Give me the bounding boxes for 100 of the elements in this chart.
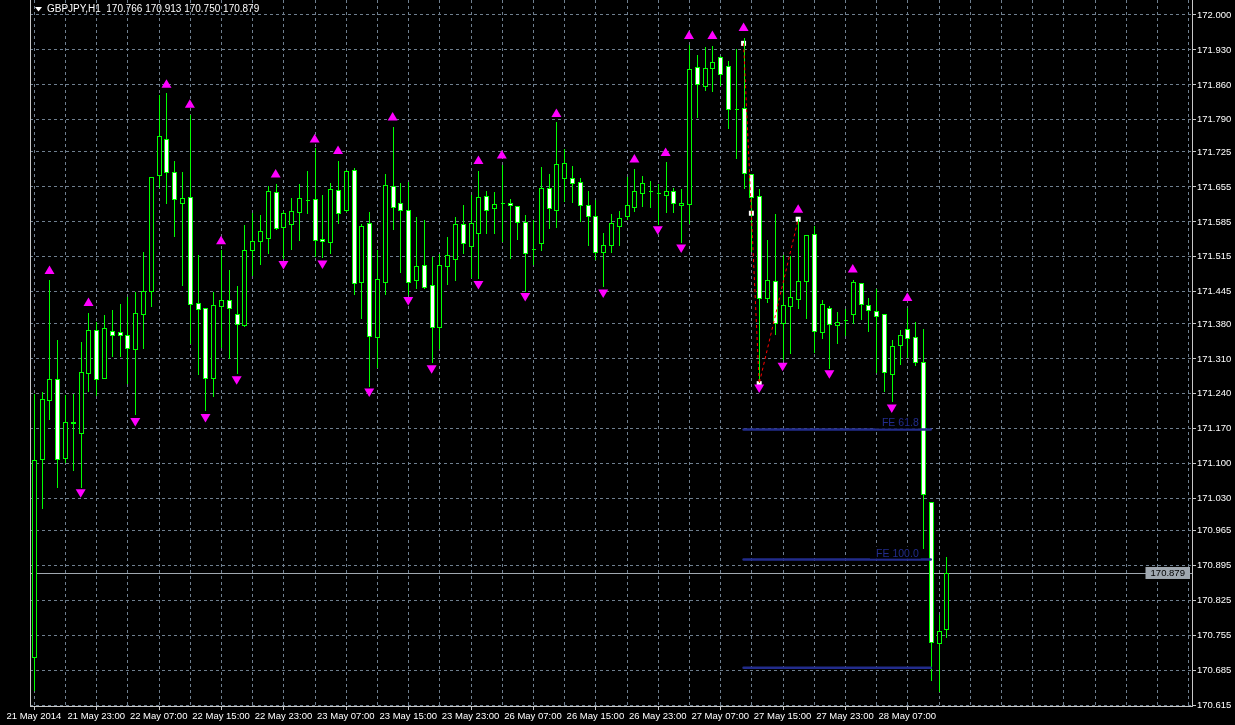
candlestick xyxy=(632,168,637,212)
candlestick xyxy=(710,45,715,92)
candlestick xyxy=(656,183,661,225)
x-tick-label: 26 May 07:00 xyxy=(504,710,562,721)
candlestick xyxy=(71,393,76,471)
x-tick-label: 22 May 07:00 xyxy=(129,710,188,721)
candlestick xyxy=(765,239,770,303)
candlestick xyxy=(929,501,934,681)
candlestick xyxy=(515,205,520,240)
series-label: FE 100.0 xyxy=(876,546,919,559)
y-tick-label: 170.685 xyxy=(1197,663,1232,675)
candlestick xyxy=(547,173,552,229)
y-tick-label: 170.965 xyxy=(1197,524,1232,536)
candlestick xyxy=(149,176,154,307)
candlestick xyxy=(671,187,676,213)
y-tick-label: 172.000 xyxy=(1197,8,1232,20)
candlestick xyxy=(258,214,263,265)
point xyxy=(902,292,913,301)
y-tick-label: 171.860 xyxy=(1197,78,1232,90)
point xyxy=(216,235,227,245)
x-tick-label: 27 May 15:00 xyxy=(753,710,812,721)
point xyxy=(793,204,804,213)
candlestick xyxy=(827,305,832,369)
x-tick-label: 23 May 07:00 xyxy=(317,710,375,721)
point xyxy=(886,404,897,414)
x-tick-label: 26 May 23:00 xyxy=(629,710,687,721)
candlestick xyxy=(297,183,302,241)
candlestick xyxy=(414,216,419,289)
candlestick xyxy=(63,394,68,463)
candlestick xyxy=(679,188,684,243)
x-tick-label: 23 May 15:00 xyxy=(379,710,438,721)
point xyxy=(75,489,86,498)
candlestick xyxy=(781,254,786,360)
candlestick xyxy=(367,211,372,387)
candlestick xyxy=(227,269,232,359)
candlestick xyxy=(55,339,60,488)
candlestick xyxy=(305,170,310,214)
chart-title: GBPJPY,H1 170.766 170.913 170.750 170.879 xyxy=(47,3,260,14)
point xyxy=(309,134,320,143)
candlestick xyxy=(874,288,879,373)
candlestick xyxy=(913,321,918,366)
y-tick-label: 171.380 xyxy=(1197,317,1232,329)
candlestick xyxy=(110,309,115,357)
candlestick xyxy=(196,254,201,375)
y-tick-label: 171.100 xyxy=(1197,457,1232,469)
candlestick xyxy=(718,55,723,86)
point xyxy=(231,376,242,385)
candlestick xyxy=(523,214,528,292)
candlestick xyxy=(726,60,731,129)
series-label: FE 61.8 xyxy=(881,416,919,429)
point xyxy=(551,108,562,118)
candlestick xyxy=(804,234,809,319)
x-tick-label: 22 May 15:00 xyxy=(192,710,250,721)
point xyxy=(754,384,765,394)
candlestick xyxy=(94,321,99,396)
candlestick xyxy=(398,182,403,273)
candlestick xyxy=(266,185,271,254)
y-tick-label: 171.445 xyxy=(1197,285,1232,297)
candlestick xyxy=(921,328,926,549)
y-tick-label: 171.030 xyxy=(1197,492,1232,504)
candlestick xyxy=(274,183,279,230)
x-tick-label: 28 May 07:00 xyxy=(878,710,937,721)
candlestick xyxy=(406,181,411,295)
point xyxy=(473,155,484,164)
candlestick xyxy=(40,391,45,509)
candlestick xyxy=(882,313,887,392)
candlestick xyxy=(695,54,700,118)
point xyxy=(278,261,289,270)
point xyxy=(473,280,484,290)
candlestick xyxy=(180,171,185,286)
point xyxy=(130,418,141,427)
point xyxy=(44,265,55,275)
candlestick xyxy=(445,236,450,285)
point xyxy=(387,112,398,121)
point xyxy=(676,244,687,254)
point xyxy=(200,414,211,423)
candlestick xyxy=(336,160,341,224)
candlestick xyxy=(250,212,255,276)
candlestick xyxy=(492,191,497,234)
y-tick-label: 170.755 xyxy=(1197,629,1232,641)
point xyxy=(847,264,858,273)
candlestick xyxy=(625,176,630,220)
candlestick xyxy=(593,199,598,260)
candlestick xyxy=(820,299,825,339)
candlestick xyxy=(944,556,949,638)
candlestick xyxy=(289,197,294,250)
candlestick xyxy=(359,223,364,319)
x-tick-label: 26 May 15:00 xyxy=(566,710,625,721)
point xyxy=(426,365,437,374)
point xyxy=(598,289,609,298)
candlestick xyxy=(461,204,466,254)
candlestick xyxy=(86,312,91,392)
x-tick-label: 21 May 2014 xyxy=(6,710,62,721)
candlestick xyxy=(422,219,427,289)
candlestick xyxy=(843,308,848,336)
candlestick xyxy=(344,169,349,212)
candlestick xyxy=(320,194,325,258)
candlestick xyxy=(352,167,357,295)
point xyxy=(520,292,531,302)
y-tick-label: 170.825 xyxy=(1197,594,1232,606)
